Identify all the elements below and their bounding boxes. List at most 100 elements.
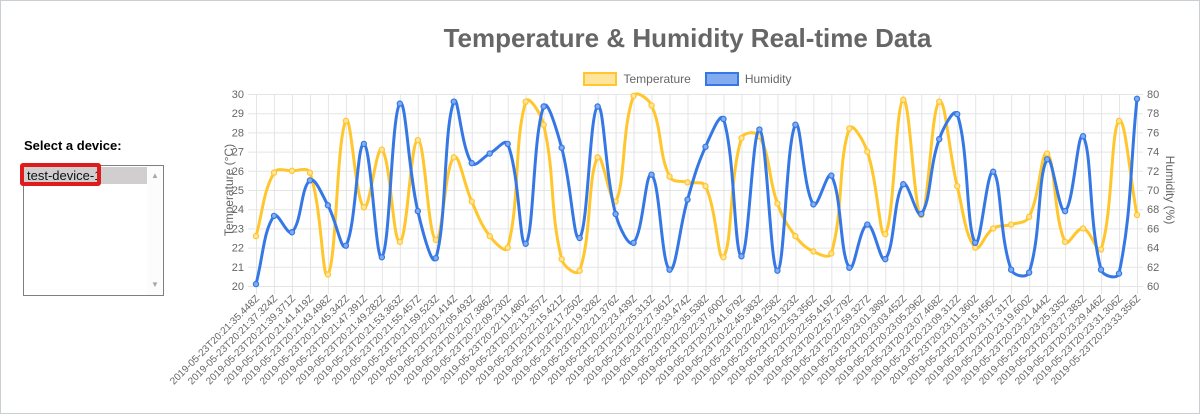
humidity-data-point[interactable] xyxy=(954,110,961,118)
humidity-data-point[interactable] xyxy=(810,201,817,208)
humidity-data-point[interactable] xyxy=(792,121,799,128)
temperature-data-point[interactable] xyxy=(306,169,314,176)
humidity-data-point[interactable] xyxy=(756,126,763,133)
temperature-data-point[interactable] xyxy=(378,146,386,153)
temperature-data-point[interactable] xyxy=(792,232,799,240)
listbox-scrollbar[interactable]: ▲ ▼ xyxy=(147,166,163,295)
temperature-data-point[interactable] xyxy=(1007,221,1015,228)
temperature-data-point[interactable] xyxy=(1061,238,1069,246)
temperature-data-point[interactable] xyxy=(1097,246,1105,253)
temperature-data-point[interactable] xyxy=(774,200,781,207)
scroll-down-icon[interactable]: ▼ xyxy=(151,280,159,289)
temperature-data-point[interactable] xyxy=(936,98,943,105)
temperature-data-point[interactable] xyxy=(900,96,907,103)
humidity-data-point[interactable] xyxy=(270,212,278,220)
humidity-data-point[interactable] xyxy=(324,202,332,209)
temperature-data-point[interactable] xyxy=(810,248,817,255)
temperature-data-point[interactable] xyxy=(396,238,404,246)
temperature-data-point[interactable] xyxy=(288,167,296,174)
humidity-data-point[interactable] xyxy=(1115,270,1123,277)
device-option-test-device-1[interactable]: test-device-1 xyxy=(24,167,147,184)
temperature-data-point[interactable] xyxy=(360,204,368,211)
temperature-data-point[interactable] xyxy=(882,230,889,238)
temperature-data-point[interactable] xyxy=(954,182,961,190)
humidity-data-point[interactable] xyxy=(971,239,979,246)
humidity-data-point[interactable] xyxy=(702,143,709,150)
temperature-data-point[interactable] xyxy=(558,255,565,263)
temperature-data-point[interactable] xyxy=(720,254,727,261)
humidity-data-point[interactable] xyxy=(882,255,889,263)
humidity-data-point[interactable] xyxy=(1097,266,1105,273)
temperature-data-point[interactable] xyxy=(522,98,529,105)
device-listbox[interactable]: test-device-1 ▲ ▼ xyxy=(23,165,164,296)
temperature-data-point[interactable] xyxy=(252,232,260,240)
humidity-data-point[interactable] xyxy=(1061,207,1069,215)
temperature-data-point[interactable] xyxy=(702,182,709,190)
humidity-data-point[interactable] xyxy=(396,100,404,107)
humidity-data-point[interactable] xyxy=(846,264,853,271)
temperature-data-point[interactable] xyxy=(324,271,332,278)
temperature-data-point[interactable] xyxy=(1043,150,1051,157)
temperature-data-point[interactable] xyxy=(486,232,493,240)
temperature-data-point[interactable] xyxy=(1025,213,1033,221)
humidity-data-point[interactable] xyxy=(1133,95,1141,103)
humidity-data-point[interactable] xyxy=(540,103,547,110)
temperature-data-point[interactable] xyxy=(594,154,601,161)
temperature-data-point[interactable] xyxy=(450,154,457,161)
humidity-data-point[interactable] xyxy=(1043,156,1051,163)
legend-item-humidity[interactable]: Humidity xyxy=(704,72,792,86)
humidity-data-point[interactable] xyxy=(1007,266,1015,273)
scroll-up-icon[interactable]: ▲ xyxy=(151,171,159,180)
temperature-data-point[interactable] xyxy=(648,102,655,109)
humidity-data-point[interactable] xyxy=(828,172,835,179)
temperature-data-point[interactable] xyxy=(846,125,853,132)
temperature-data-point[interactable] xyxy=(468,198,475,205)
humidity-data-point[interactable] xyxy=(252,280,260,288)
humidity-data-point[interactable] xyxy=(486,150,493,157)
humidity-data-point[interactable] xyxy=(1025,269,1033,276)
humidity-data-point[interactable] xyxy=(684,196,691,203)
humidity-data-point[interactable] xyxy=(936,135,943,143)
legend-item-temperature[interactable]: Temperature xyxy=(583,72,691,86)
humidity-data-point[interactable] xyxy=(594,103,601,110)
temperature-data-point[interactable] xyxy=(342,117,350,125)
temperature-data-point[interactable] xyxy=(1133,211,1141,219)
humidity-data-point[interactable] xyxy=(989,168,997,175)
humidity-data-point[interactable] xyxy=(612,210,619,218)
temperature-data-point[interactable] xyxy=(270,169,278,176)
humidity-data-point[interactable] xyxy=(468,159,475,167)
temperature-data-point[interactable] xyxy=(666,173,673,180)
humidity-data-point[interactable] xyxy=(666,266,673,273)
humidity-data-point[interactable] xyxy=(774,267,781,274)
humidity-data-point[interactable] xyxy=(414,207,422,215)
humidity-data-point[interactable] xyxy=(342,242,350,249)
humidity-data-point[interactable] xyxy=(738,253,745,260)
temperature-data-point[interactable] xyxy=(1079,225,1087,232)
temperature-data-point[interactable] xyxy=(684,179,691,186)
humidity-data-point[interactable] xyxy=(558,144,565,151)
humidity-data-point[interactable] xyxy=(432,254,439,262)
humidity-data-point[interactable] xyxy=(360,140,368,148)
temperature-data-point[interactable] xyxy=(1115,117,1123,125)
humidity-data-point[interactable] xyxy=(918,210,925,218)
humidity-data-point[interactable] xyxy=(630,239,637,246)
humidity-data-point[interactable] xyxy=(900,181,907,188)
humidity-data-point[interactable] xyxy=(864,221,871,228)
temperature-data-point[interactable] xyxy=(738,134,745,142)
temperature-data-point[interactable] xyxy=(864,148,871,155)
humidity-data-point[interactable] xyxy=(1079,133,1087,140)
temperature-data-point[interactable] xyxy=(414,136,422,144)
temperature-data-point[interactable] xyxy=(828,250,835,257)
temperature-data-point[interactable] xyxy=(630,92,637,100)
temperature-data-point[interactable] xyxy=(504,244,511,251)
temperature-data-point[interactable] xyxy=(989,225,997,232)
humidity-data-point[interactable] xyxy=(450,98,457,105)
humidity-data-point[interactable] xyxy=(288,229,296,236)
humidity-data-point[interactable] xyxy=(522,240,529,247)
humidity-data-point[interactable] xyxy=(378,254,386,261)
humidity-data-point[interactable] xyxy=(576,234,583,242)
temperature-data-point[interactable] xyxy=(432,236,439,244)
humidity-data-point[interactable] xyxy=(504,140,511,148)
humidity-data-point[interactable] xyxy=(306,177,314,184)
